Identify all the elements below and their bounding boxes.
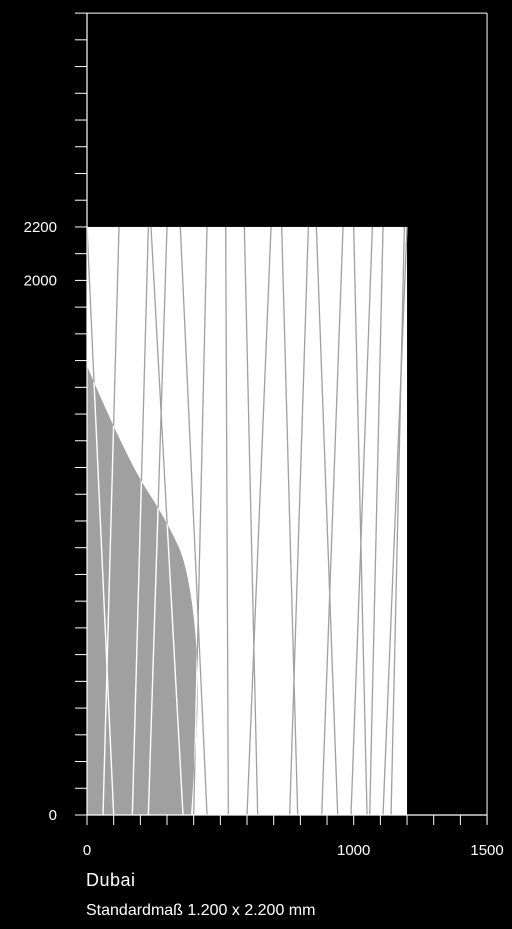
axes xyxy=(75,12,488,825)
pattern-line xyxy=(382,226,408,816)
caption-title: Dubai xyxy=(86,870,136,890)
y-tick-label: 0 xyxy=(49,807,57,824)
tick-labels: 0 2000 2200 0 1000 1500 xyxy=(24,219,504,859)
shadow-pattern-line xyxy=(87,365,115,815)
pattern-line xyxy=(369,226,384,816)
pattern-line xyxy=(225,226,230,816)
y-tick-label: 2200 xyxy=(24,219,57,236)
shadow-pattern-line xyxy=(192,365,198,815)
pattern-line xyxy=(315,226,339,816)
pattern-lines xyxy=(86,226,408,816)
pattern-line xyxy=(246,226,272,816)
pattern-line xyxy=(281,226,299,816)
x-tick-label: 1500 xyxy=(470,842,503,859)
pattern-line xyxy=(390,226,406,816)
pattern-line xyxy=(179,226,208,816)
pattern-line xyxy=(353,226,368,816)
shadow-pattern-line xyxy=(147,365,168,815)
shadow-pattern-line xyxy=(102,365,120,815)
caption-subtitle: Standardmaß 1.200 x 2.200 mm xyxy=(86,902,316,919)
pattern-line xyxy=(350,226,374,816)
pattern-line xyxy=(289,226,310,816)
shadow-pattern-line xyxy=(131,365,150,815)
x-tick-label: 0 xyxy=(83,842,91,859)
pattern-line xyxy=(243,226,259,816)
x-tick-label: 1000 xyxy=(337,842,370,859)
pattern-line xyxy=(321,226,344,816)
shadow-shape xyxy=(87,365,198,815)
y-tick-label: 2000 xyxy=(24,272,57,289)
